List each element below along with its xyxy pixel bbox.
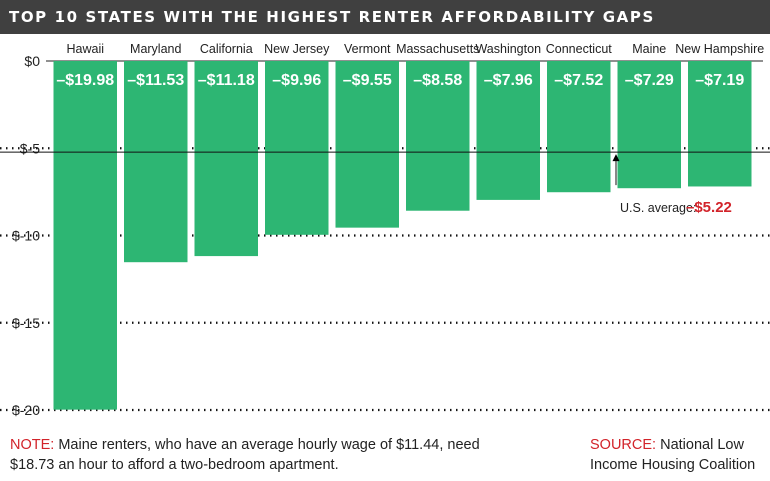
y-tick-label: $0 — [24, 53, 40, 69]
category-label: New Hampshire — [675, 42, 764, 56]
value-label: –$19.98 — [56, 72, 114, 89]
category-label: Maryland — [130, 42, 181, 56]
us-average-arrow-head — [612, 154, 620, 162]
source-label: SOURCE: — [590, 437, 657, 453]
category-label: Maine — [632, 42, 666, 56]
bar — [335, 61, 399, 228]
bar — [617, 61, 681, 189]
value-label: –$11.18 — [198, 72, 255, 89]
category-labels: Hawaii Maryland California New Jersey Vermon… — [66, 42, 764, 56]
footer-note: NOTE: Maine renters, who have an average… — [10, 435, 480, 475]
category-label: Washington — [475, 42, 541, 56]
bar — [476, 61, 540, 200]
y-axis-ticks: $0 $-5 $-10 $-15 $-20 — [12, 53, 40, 418]
us-average-value: –$5.22 — [686, 199, 732, 216]
value-label: –$7.52 — [554, 72, 603, 89]
bar — [194, 61, 258, 257]
bars — [53, 61, 752, 410]
category-label: Vermont — [344, 42, 391, 56]
value-label: –$9.96 — [272, 72, 321, 89]
y-tick-label: $-5 — [20, 140, 40, 156]
bar — [688, 61, 752, 187]
y-tick-label: $-20 — [12, 402, 40, 418]
note-label: NOTE: — [10, 437, 55, 453]
category-label: New Jersey — [264, 42, 330, 56]
category-label: California — [200, 42, 253, 56]
value-label: –$7.19 — [695, 72, 744, 89]
y-tick-label: $-10 — [12, 228, 40, 244]
category-label: Hawaii — [66, 42, 104, 56]
value-labels: –$19.98 –$11.53 –$11.18 –$9.96 –$9.55 –$8.58 –… — [56, 72, 744, 89]
category-label: Massachusetts — [396, 42, 479, 56]
chart-title: TOP 10 STATES WITH THE HIGHEST RENTER AF… — [0, 0, 770, 34]
bar — [406, 61, 470, 211]
bar — [124, 61, 188, 263]
us-average-label: U.S. average: — [620, 201, 696, 215]
value-label: –$7.29 — [625, 72, 674, 89]
value-label: –$11.53 — [127, 72, 184, 89]
us-average-reference: U.S. average:–$5.22 — [0, 151, 770, 216]
footer-source: SOURCE: National Low Income Housing Coal… — [590, 435, 765, 475]
note-text: Maine renters, who have an average hourl… — [10, 437, 480, 473]
bar-chart: $0 $-5 $-10 $-15 $-20 Hawaii Maryland Californ… — [0, 42, 770, 418]
value-label: –$8.58 — [413, 72, 462, 89]
y-tick-label: $-15 — [12, 315, 40, 331]
value-label: –$7.96 — [484, 72, 533, 89]
source-text: National Low Income Housing Coalition — [590, 437, 756, 473]
category-label: Connecticut — [546, 42, 613, 56]
bar — [265, 61, 329, 235]
bar — [547, 61, 611, 193]
value-label: –$9.55 — [343, 72, 392, 89]
bar — [53, 61, 117, 410]
